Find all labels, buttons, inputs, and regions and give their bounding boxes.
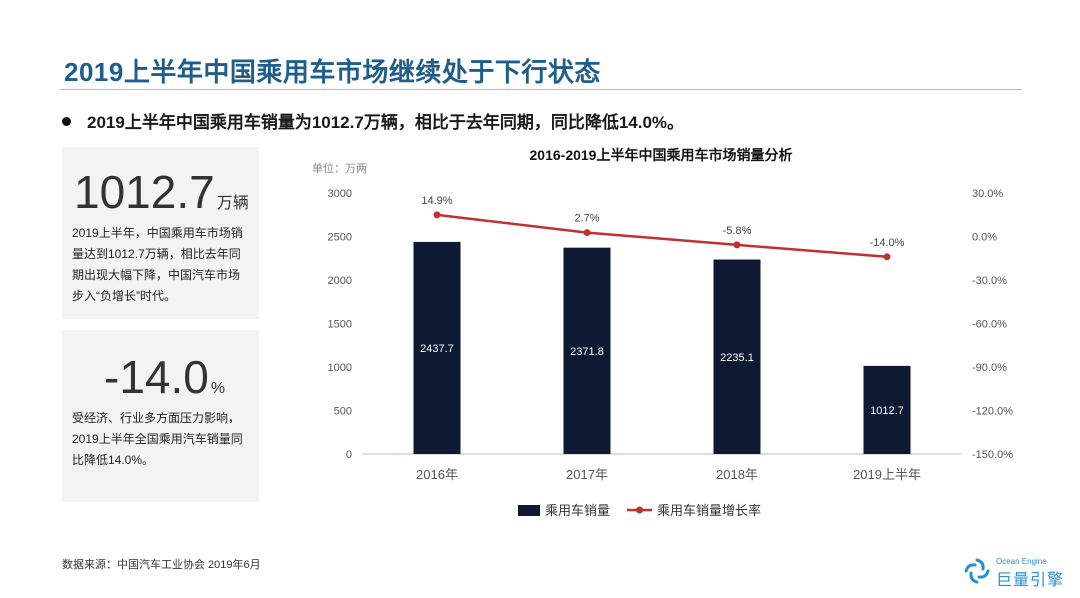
growth-rate-description: 受经济、行业多方面压力影响，2019上半年全国乘用汽车销量同比降低14.0%。 <box>72 411 243 467</box>
y2-axis-tick-label: -90.0% <box>972 362 1007 374</box>
y2-axis-tick-label: -150.0% <box>972 449 1013 461</box>
growth-rate-point <box>583 229 591 237</box>
bar-3 <box>713 259 761 454</box>
logo-chinese: 巨量引擎 <box>996 572 1065 589</box>
growth-rate-label: 2.7% <box>574 213 599 225</box>
bar-value-label: 2437.7 <box>420 343 454 355</box>
y-axis-tick-label: 500 <box>334 406 352 418</box>
sales-volume-value: 1012.7 <box>74 166 215 218</box>
title-divider <box>60 89 1022 90</box>
sales-volume-card: 1012.7 万辆 2019上半年，中国乘用车市场销量达到1012.7万辆，相比去… <box>62 147 259 319</box>
y2-axis-tick-label: -60.0% <box>972 319 1007 331</box>
chart-unit-label: 单位：万两 <box>312 161 367 175</box>
growth-rate-figure: -14.0% <box>104 350 225 404</box>
y2-axis-tick-label: 30.0% <box>972 188 1003 200</box>
page-title: 2019上半年中国乘用车市场继续处于下行状态 <box>64 57 601 87</box>
x-axis-tick-label: 2016年 <box>416 467 458 482</box>
logo-english: Ocean Engine <box>996 557 1047 566</box>
bullet-dot-icon <box>62 117 71 127</box>
logo-swirl-icon <box>964 558 990 584</box>
growth-rate-unit: % <box>210 380 226 397</box>
growth-rate-label: 14.9% <box>421 195 452 207</box>
bar-value-label: 1012.7 <box>870 405 904 417</box>
summary-text: 2019上半年中国乘用车销量为1012.7万辆，相比于去年同期，同比降低14.0… <box>87 113 685 132</box>
growth-rate-point <box>883 253 891 261</box>
data-source: 数据来源：中国汽车工业协会 2019年6月 <box>62 559 261 571</box>
x-axis-tick-label: 2018年 <box>716 467 758 482</box>
growth-rate-label: -5.8% <box>723 225 752 237</box>
y-axis-tick-label: 2000 <box>328 275 352 287</box>
bar-4 <box>863 365 911 454</box>
y-axis-tick-label: 3000 <box>328 188 352 200</box>
bar-value-label: 2235.1 <box>720 352 754 364</box>
y-axis-tick-label: 2500 <box>328 232 352 244</box>
ocean-engine-logo: Ocean Engine 巨量引擎 <box>962 556 1065 589</box>
growth-rate-value: -14.0 <box>104 351 209 403</box>
chart-title: 2016-2019上半年中国乘用车市场销量分析 <box>530 147 793 163</box>
sales-volume-description: 2019上半年，中国乘用车市场销量达到1012.7万辆，相比去年同期出现大幅下降… <box>72 226 243 303</box>
y2-axis-tick-label: -120.0% <box>972 406 1013 418</box>
legend-line-label: 乘用车销量增长率 <box>657 503 761 518</box>
summary-bullet: 2019上半年中国乘用车销量为1012.7万辆，相比于去年同期，同比降低14.0… <box>62 108 684 133</box>
growth-rate-line <box>436 213 888 259</box>
y-axis-tick-label: 1000 <box>328 362 352 374</box>
y2-axis-tick-label: 0.0% <box>972 232 997 244</box>
x-axis-tick-label: 2017年 <box>566 467 608 482</box>
legend-bar-label: 乘用车销量 <box>545 503 610 518</box>
legend-bar-swatch <box>518 505 540 516</box>
growth-rate-card: -14.0% 受经济、行业多方面压力影响，2019上半年全国乘用汽车销量同比降低… <box>62 330 259 502</box>
growth-rate-point <box>733 241 741 249</box>
growth-rate-point <box>433 211 441 219</box>
sales-volume-figure: 1012.7 万辆 <box>74 165 249 219</box>
bar-2 <box>563 247 611 454</box>
y2-axis-tick-label: -30.0% <box>972 275 1007 287</box>
y-axis-tick-label: 1500 <box>328 319 352 331</box>
bar-1 <box>413 241 461 454</box>
growth-rate-label: -14.0% <box>870 237 905 249</box>
sales-volume-unit: 万辆 <box>216 195 249 212</box>
y-axis-tick-label: 0 <box>346 449 352 461</box>
x-axis-tick-label: 2019上半年 <box>853 467 921 482</box>
legend-line-marker <box>636 506 643 514</box>
bar-value-label: 2371.8 <box>570 346 604 358</box>
